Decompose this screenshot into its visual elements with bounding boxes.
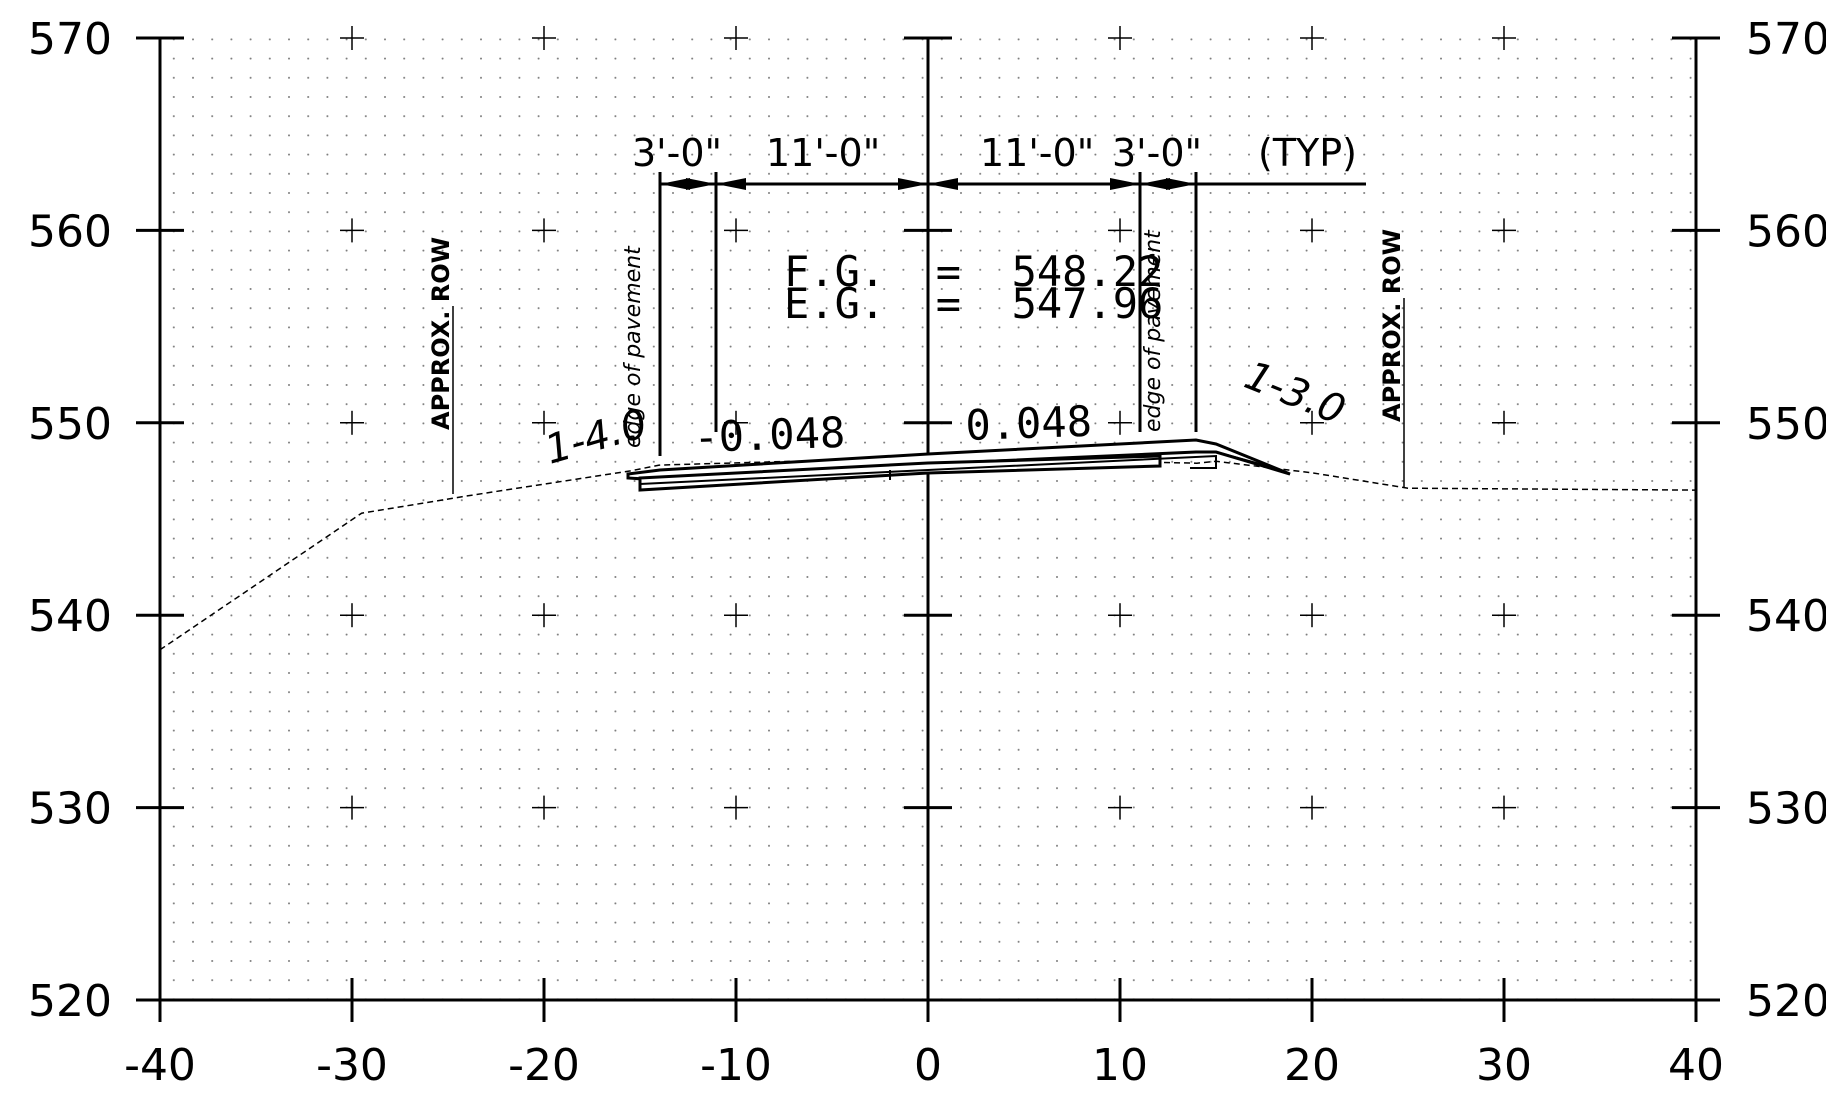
grid-crosses: [340, 26, 1516, 820]
y-tick-label-left: 550: [28, 399, 112, 450]
dim-left-shoulder: 3'-0": [632, 131, 722, 175]
y-tick-label-right: 520: [1746, 976, 1826, 1027]
y-tick-label-left: 570: [28, 14, 112, 65]
y-axis-labels-left: 570 560 550 540 530 520: [28, 14, 112, 1027]
x-tick-label: 20: [1284, 1040, 1340, 1091]
x-tick-label: -40: [124, 1040, 196, 1091]
x-tick-label: 30: [1476, 1040, 1532, 1091]
y-tick-label-left: 560: [28, 206, 112, 257]
y-tick-label-right: 560: [1746, 206, 1826, 257]
subgrade-line: [639, 454, 1217, 485]
finish-grade-text: F.G. = 548.22: [784, 247, 1163, 296]
edge-pavement-left: edge of pavement: [621, 245, 646, 448]
y-tick-label-right: 540: [1746, 591, 1826, 642]
dimension-arrows: [660, 178, 1196, 190]
y-tick-label-left: 540: [28, 591, 112, 642]
y-tick-label-left: 530: [28, 784, 112, 835]
pavement-section: [626, 438, 1291, 492]
left-cross-slope: -0.048: [693, 408, 846, 462]
row-right-label: APPROX. ROW: [1378, 229, 1406, 422]
x-tick-label: -10: [700, 1040, 772, 1091]
x-tick-label: 10: [1092, 1040, 1148, 1091]
y-tick-label-right: 570: [1746, 14, 1826, 65]
edge-pavement-right: edge of pavement: [1141, 229, 1166, 432]
y-axis-labels-right: 570 560 550 540 530 520: [1746, 14, 1826, 1027]
dim-right-lane: 11'-0": [980, 131, 1094, 175]
y-tick-label-right: 530: [1746, 784, 1826, 835]
x-axis-labels: -40 -30 -20 -10 0 10 20 30 40: [124, 1040, 1724, 1091]
x-tick-label: -20: [508, 1040, 580, 1091]
row-left-label: APPROX. ROW: [427, 237, 455, 430]
existing-grade-text: E.G. = 547.96: [784, 279, 1163, 328]
y-tick-label-right: 550: [1746, 399, 1826, 450]
right-cross-slope: 0.048: [965, 397, 1093, 450]
dim-typical: (TYP): [1258, 131, 1357, 175]
x-tick-label: 0: [914, 1040, 942, 1091]
tick-marks: [136, 36, 1720, 1022]
y-tick-label-left: 520: [28, 976, 112, 1027]
dimension-lines: [658, 172, 1366, 456]
x-tick-label: -30: [316, 1040, 388, 1091]
dim-left-lane: 11'-0": [766, 131, 880, 175]
right-foreslope: [1215, 451, 1291, 475]
dim-right-shoulder: 3'-0": [1112, 131, 1202, 175]
x-tick-label: 40: [1668, 1040, 1724, 1091]
